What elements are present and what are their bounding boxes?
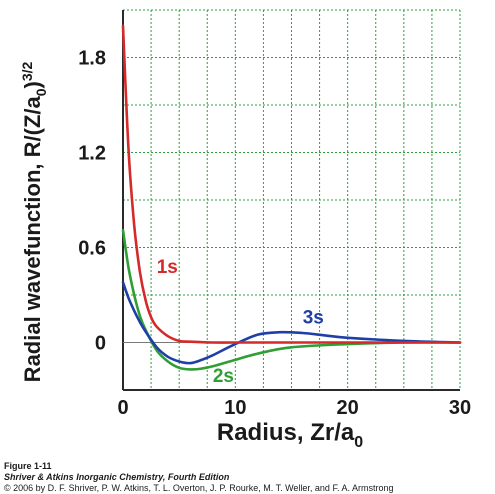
y-tick-label: 0.6 [78, 238, 106, 260]
y-axis-title: Radial wavefunction, R/(Z/a0)3/2 [19, 61, 49, 382]
figure-number: Figure 1-11 [4, 461, 52, 471]
x-tick-label: 20 [337, 397, 359, 419]
series-line-3s [121, 281, 462, 365]
y-tick-label: 0 [95, 333, 106, 355]
copyright-line: © 2006 by D. F. Shriver, P. W. Atkins, T… [4, 483, 394, 493]
series-label-2s: 2s [213, 366, 234, 387]
tick-labels: 0 10 20 30 0 0.6 1.2 1.8 [78, 48, 471, 420]
x-tick-label: 10 [224, 397, 246, 419]
series-label-1s: 1s [157, 257, 178, 278]
series-line-1s [121, 24, 462, 344]
curve-labels: 1s 2s 3s [157, 257, 324, 387]
x-tick-label: 30 [449, 397, 471, 419]
y-tick-label: 1.8 [78, 48, 106, 70]
series-line-2s [121, 228, 462, 371]
series-group [121, 24, 462, 371]
series-label-3s: 3s [303, 308, 324, 329]
x-tick-label: 0 [117, 397, 128, 419]
figure-source-title: Shriver & Atkins Inorganic Chemistry, Fo… [4, 472, 230, 482]
radial-wavefunction-chart: 0 10 20 30 0 0.6 1.2 1.8 1s 2s 3s Radius, Zr/a0 R… [19, 9, 471, 451]
y-tick-label: 1.2 [78, 143, 106, 165]
x-axis-title: Radius, Zr/a0 [217, 419, 363, 451]
